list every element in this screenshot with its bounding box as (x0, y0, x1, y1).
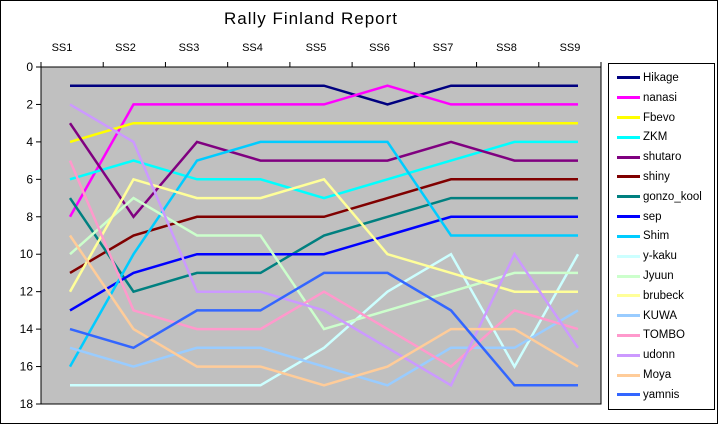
legend-swatch-icon (617, 155, 640, 159)
legend-swatch-icon (617, 314, 640, 318)
x-axis-label: SS5 (306, 42, 327, 54)
legend-label: KUWA (643, 309, 678, 322)
legend-label: Hikage (643, 71, 679, 84)
y-axis-label: 10 (20, 247, 34, 261)
legend-item-ZKM: ZKM (617, 128, 714, 147)
y-axis-label: 4 (26, 135, 33, 149)
legend: Hikage nanasi Fbevo ZKM shutaro shiny gonzo_ko… (608, 63, 715, 410)
legend-swatch-icon (617, 274, 640, 278)
x-axis-label: SS2 (115, 42, 136, 54)
legend-label: y-kaku (643, 250, 677, 263)
y-axis-label: 6 (26, 172, 33, 186)
legend-item-shiny: shiny (617, 167, 714, 186)
series-line-KUWA (69, 309, 579, 387)
legend-label: brubeck (643, 289, 684, 302)
y-axis-label: 2 (26, 97, 33, 111)
legend-item-yamnis: yamnis (617, 385, 714, 404)
x-axis-label: SS1 (52, 42, 73, 54)
legend-item-TOMBO: TOMBO (617, 326, 714, 345)
legend-item-shutaro: shutaro (617, 148, 714, 167)
series-line-nanasi (68, 84, 578, 218)
legend-item-Shim: Shim (617, 227, 714, 246)
legend-swatch-icon (617, 393, 640, 397)
legend-item-sep: sep (617, 207, 714, 226)
legend-swatch-icon (617, 234, 640, 238)
legend-item-brubeck: brubeck (617, 286, 714, 305)
y-axis-label: 18 (20, 397, 34, 411)
x-axis-label: SS7 (433, 42, 454, 54)
legend-label: sep (643, 210, 662, 223)
legend-swatch-icon (617, 215, 640, 219)
legend-label: Fbevo (643, 111, 675, 124)
legend-swatch-icon (617, 353, 640, 357)
legend-swatch-icon (617, 76, 640, 80)
legend-label: nanasi (643, 91, 677, 104)
legend-swatch-icon (617, 333, 640, 337)
legend-item-Moya: Moya (617, 366, 714, 385)
series-line-Shim (68, 140, 578, 368)
legend-swatch-icon (617, 116, 640, 120)
x-axis-label: SS8 (496, 42, 517, 54)
legend-label: Shim (643, 230, 670, 243)
legend-label: Jyuun (643, 270, 674, 283)
series-line-brubeck (68, 177, 578, 293)
legend-item-Hikage: Hikage (617, 68, 714, 87)
legend-item-nanasi: nanasi (617, 88, 714, 107)
legend-label: gonzo_kool (643, 190, 702, 203)
series-line-Moya (68, 234, 579, 387)
y-axis-label: 8 (26, 210, 33, 224)
y-axis-label: 14 (20, 322, 34, 336)
x-axis-label: SS3 (179, 42, 200, 54)
x-axis-label: SS6 (369, 42, 390, 54)
legend-label: shiny (643, 170, 670, 183)
legend-label: ZKM (643, 131, 668, 144)
chart-title: Rally Finland Report (223, 9, 398, 28)
legend-label: shutaro (643, 151, 682, 164)
legend-label: yamnis (643, 388, 680, 401)
legend-item-Fbevo: Fbevo (617, 108, 714, 127)
y-axis-label: 0 (26, 60, 33, 74)
series-line-yamnis (69, 271, 578, 387)
y-axis-label: 12 (20, 285, 34, 299)
series-line-gonzo_kool (68, 196, 578, 294)
legend-item-udonn: udonn (617, 346, 714, 365)
legend-label: Moya (643, 369, 672, 382)
x-axis-label: SS9 (560, 42, 581, 54)
series-line-udonn (69, 103, 580, 388)
series-line-sep (69, 215, 578, 312)
legend-swatch-icon (617, 135, 640, 139)
x-axis-label: SS4 (242, 42, 263, 54)
legend-swatch-icon (617, 195, 640, 199)
legend-swatch-icon (617, 175, 640, 179)
legend-item-Jyuun: Jyuun (617, 267, 714, 286)
series-line-Hikage (70, 84, 578, 106)
series-line-Jyuun (69, 196, 578, 331)
y-axis-label: 16 (20, 360, 34, 374)
legend-swatch-icon (617, 373, 640, 377)
legend-label: TOMBO (643, 329, 685, 342)
legend-swatch-icon (617, 254, 640, 258)
legend-label: udonn (643, 349, 675, 362)
legend-item-gonzo_kool: gonzo_kool (617, 187, 714, 206)
series-line-shiny (69, 178, 578, 274)
legend-swatch-icon (617, 96, 640, 100)
series-line-Fbevo (69, 121, 578, 144)
legend-item-y-kaku: y-kaku (617, 247, 714, 266)
legend-item-KUWA: KUWA (617, 306, 714, 325)
series-line-ZKM (69, 140, 578, 200)
legend-swatch-icon (617, 294, 640, 298)
